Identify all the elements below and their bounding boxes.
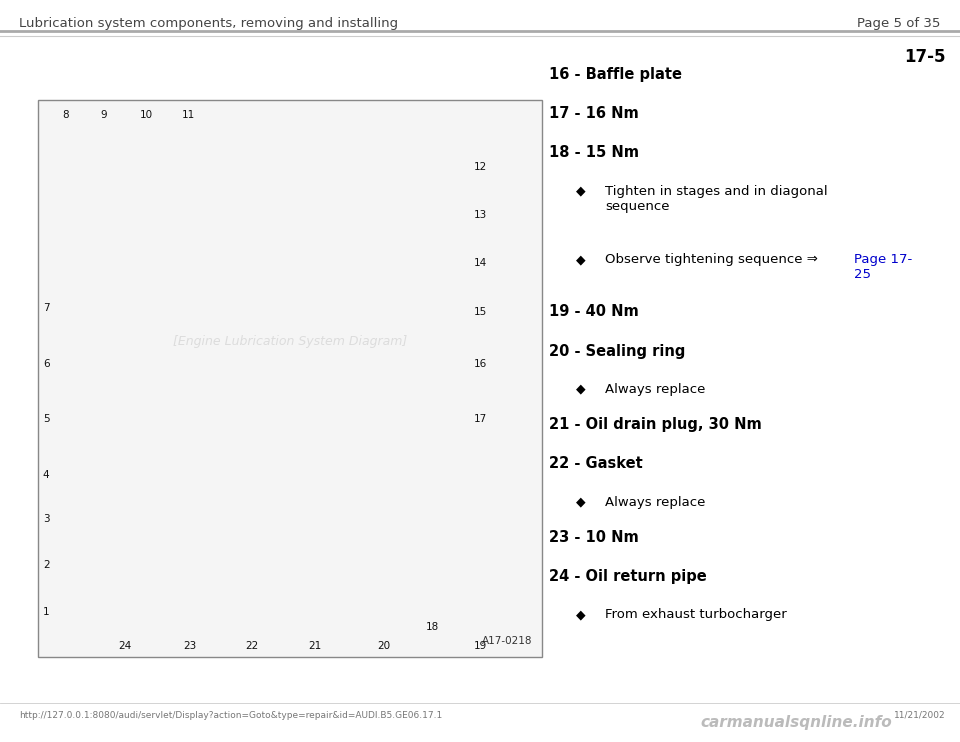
Text: 16 - Baffle plate: 16 - Baffle plate bbox=[549, 67, 683, 82]
Text: ◆: ◆ bbox=[576, 496, 586, 509]
Text: 18: 18 bbox=[425, 622, 439, 632]
Text: Observe tightening sequence ⇒: Observe tightening sequence ⇒ bbox=[605, 253, 822, 266]
Text: 1: 1 bbox=[43, 607, 49, 617]
Text: From exhaust turbocharger: From exhaust turbocharger bbox=[605, 608, 786, 622]
Text: 17: 17 bbox=[473, 414, 487, 424]
Text: ◆: ◆ bbox=[576, 608, 586, 622]
Text: 11: 11 bbox=[181, 110, 195, 120]
Text: 9: 9 bbox=[101, 110, 107, 120]
Text: Always replace: Always replace bbox=[605, 383, 706, 396]
Text: 11/21/2002: 11/21/2002 bbox=[894, 711, 946, 720]
Text: 22: 22 bbox=[245, 640, 258, 651]
Text: 5: 5 bbox=[43, 414, 49, 424]
Text: ◆: ◆ bbox=[576, 383, 586, 396]
Text: 23: 23 bbox=[183, 640, 197, 651]
Text: ◆: ◆ bbox=[576, 253, 586, 266]
Text: 19: 19 bbox=[473, 640, 487, 651]
Text: 20 - Sealing ring: 20 - Sealing ring bbox=[549, 344, 685, 358]
Text: 24: 24 bbox=[118, 640, 132, 651]
Text: 16: 16 bbox=[473, 358, 487, 369]
Text: Always replace: Always replace bbox=[605, 496, 706, 509]
Text: 8: 8 bbox=[62, 110, 68, 120]
Text: 2: 2 bbox=[43, 560, 49, 571]
Text: Tighten in stages and in diagonal
sequence: Tighten in stages and in diagonal sequen… bbox=[605, 185, 828, 213]
Text: 7: 7 bbox=[43, 303, 49, 313]
Text: 6: 6 bbox=[43, 358, 49, 369]
Text: 17-5: 17-5 bbox=[904, 48, 946, 66]
Text: carmanualsqnline.info: carmanualsqnline.info bbox=[701, 715, 893, 730]
Text: 20: 20 bbox=[377, 640, 391, 651]
Text: ◆: ◆ bbox=[576, 185, 586, 198]
Text: Page 17-
25: Page 17- 25 bbox=[854, 253, 913, 281]
Text: 21 - Oil drain plug, 30 Nm: 21 - Oil drain plug, 30 Nm bbox=[549, 417, 762, 432]
Text: 17 - 16 Nm: 17 - 16 Nm bbox=[549, 106, 638, 121]
Text: 3: 3 bbox=[43, 514, 49, 525]
Text: 18 - 15 Nm: 18 - 15 Nm bbox=[549, 145, 639, 160]
Text: A17-0218: A17-0218 bbox=[482, 636, 533, 646]
Text: 12: 12 bbox=[473, 162, 487, 172]
Text: [Engine Lubrication System Diagram]: [Engine Lubrication System Diagram] bbox=[173, 335, 408, 348]
Text: 10: 10 bbox=[139, 110, 153, 120]
Text: 19 - 40 Nm: 19 - 40 Nm bbox=[549, 304, 638, 319]
Text: Lubrication system components, removing and installing: Lubrication system components, removing … bbox=[19, 17, 398, 30]
Text: Page 5 of 35: Page 5 of 35 bbox=[857, 17, 941, 30]
Text: 24 - Oil return pipe: 24 - Oil return pipe bbox=[549, 569, 707, 584]
Text: 23 - 10 Nm: 23 - 10 Nm bbox=[549, 530, 638, 545]
Text: 22 - Gasket: 22 - Gasket bbox=[549, 456, 643, 471]
Text: http://127.0.0.1:8080/audi/servlet/Display?action=Goto&type=repair&id=AUDI.B5.GE: http://127.0.0.1:8080/audi/servlet/Displ… bbox=[19, 711, 443, 720]
Bar bbox=[38, 100, 542, 657]
Text: 14: 14 bbox=[473, 258, 487, 269]
Text: 13: 13 bbox=[473, 210, 487, 220]
Text: 15: 15 bbox=[473, 306, 487, 317]
Text: 4: 4 bbox=[43, 470, 49, 480]
Text: 21: 21 bbox=[308, 640, 322, 651]
